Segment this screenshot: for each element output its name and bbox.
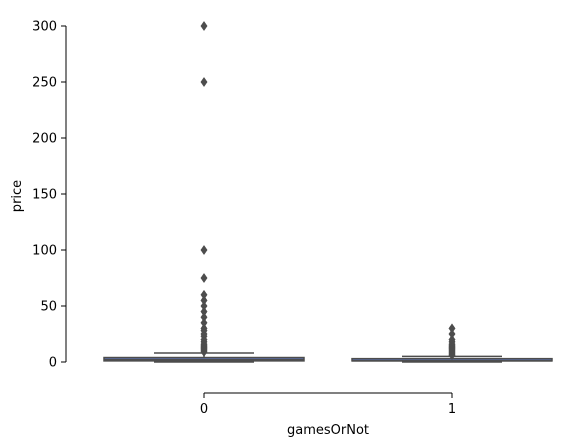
outlier-point (200, 317, 208, 328)
outlier-point (200, 312, 208, 323)
y-tick-label: 250 (32, 76, 57, 91)
outlier-point (200, 300, 208, 312)
outlier-point (200, 76, 208, 88)
outlier-point (200, 244, 208, 256)
box-group-0 (103, 20, 305, 363)
y-tick-label: 150 (32, 188, 57, 203)
y-tick-label: 300 (32, 20, 57, 35)
y-tick-label: 0 (49, 356, 57, 371)
x-tick-label: 0 (200, 402, 208, 417)
y-tick-label: 100 (32, 244, 57, 259)
outlier-point (448, 328, 456, 340)
y-axis-label: price (10, 180, 25, 212)
outlier-point (448, 323, 456, 334)
boxes (103, 20, 553, 363)
outlier-point (448, 334, 456, 345)
outlier-point (200, 289, 208, 300)
outlier-point (200, 306, 208, 317)
outlier-point (200, 295, 208, 306)
x-tick-label: 1 (448, 402, 456, 417)
box-group-1 (351, 323, 553, 363)
y-tick-label: 50 (40, 300, 57, 315)
y-tick-label: 200 (32, 132, 57, 147)
outlier-point (200, 323, 208, 334)
outlier-point (200, 272, 208, 284)
x-axis-label: gamesOrNot (287, 423, 369, 438)
y-axis: 0 50 100 150 200 250 300 (32, 20, 67, 371)
outlier-point (200, 20, 208, 32)
